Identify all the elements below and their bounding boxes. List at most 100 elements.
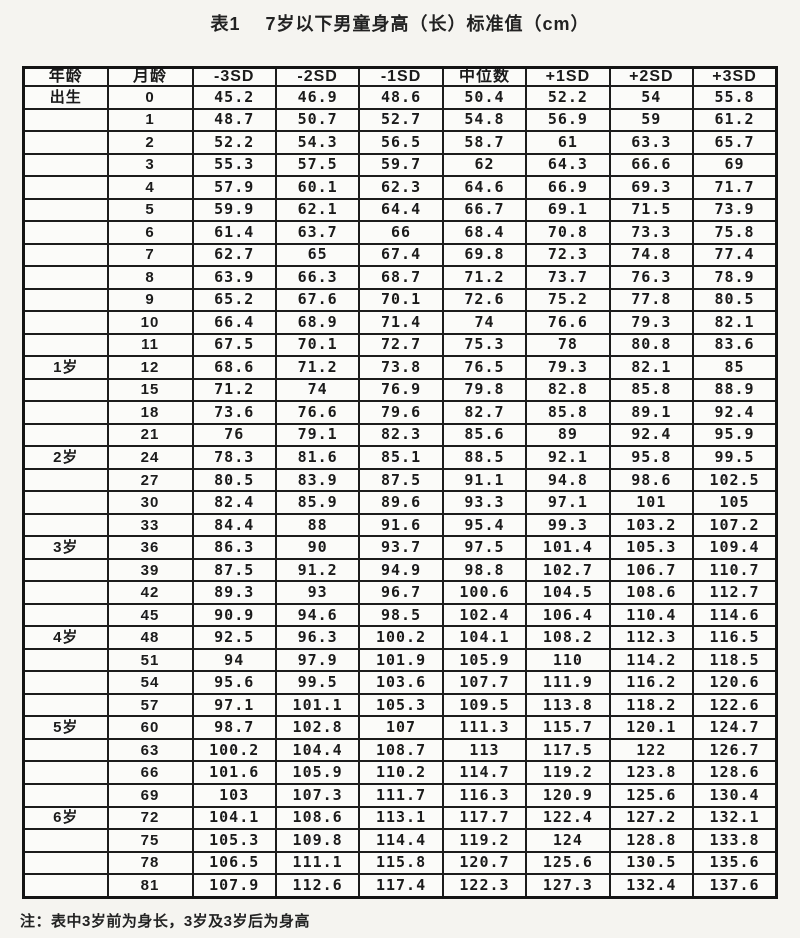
value-cell: 117.4: [358, 873, 444, 899]
value-cell: 63.7: [274, 220, 361, 245]
age-cell: [22, 310, 109, 335]
value-cell: 74: [274, 377, 361, 403]
value-cell: 106.4: [525, 602, 611, 628]
month-cell: 39: [106, 557, 194, 583]
value-cell: 97.9: [274, 647, 361, 673]
value-cell: 46.9: [274, 85, 361, 110]
value-cell: 96.3: [274, 625, 361, 650]
month-cell: 4: [106, 175, 194, 200]
value-cell: 62: [441, 152, 528, 178]
column-header: +1SD: [525, 66, 611, 87]
value-cell: 54.8: [441, 107, 528, 133]
table-row: 5 59.9 62.1 64.4 66.7 69.1 71.5 73.9: [22, 197, 778, 223]
table-row: 10 66.4 68.9 71.4 74 76.6 79.3 82.1: [22, 310, 778, 335]
value-cell: 113.1: [358, 805, 444, 830]
value-cell: 108.7: [358, 737, 444, 763]
value-cell: 76.6: [274, 400, 361, 425]
value-cell: 67.4: [358, 242, 444, 268]
value-cell: 85.8: [525, 400, 611, 425]
value-cell: 61.4: [191, 220, 277, 245]
month-cell: 9: [106, 287, 194, 313]
value-cell: 66.7: [441, 197, 528, 223]
value-cell: 112.7: [692, 580, 778, 605]
table-row: 6 61.4 63.7 66 68.4 70.8 73.3 75.8: [22, 220, 778, 245]
table-row: 出生 0 45.2 46.9 48.6 50.4 52.2 54 55.8: [22, 85, 778, 110]
value-cell: 105: [692, 490, 778, 515]
value-cell: 82.1: [608, 355, 695, 380]
month-cell: 78: [106, 850, 194, 876]
value-cell: 66.4: [191, 310, 277, 335]
value-cell: 92.4: [608, 422, 695, 448]
age-cell: [22, 400, 109, 425]
month-cell: 18: [106, 400, 194, 425]
value-cell: 57.5: [274, 152, 361, 178]
value-cell: 60.1: [274, 175, 361, 200]
value-cell: 111.1: [274, 850, 361, 876]
value-cell: 82.7: [441, 400, 528, 425]
age-cell: [22, 783, 109, 808]
value-cell: 109.5: [441, 692, 528, 718]
value-cell: 79.6: [358, 400, 444, 425]
value-cell: 89.3: [191, 580, 277, 605]
value-cell: 98.5: [358, 602, 444, 628]
table-row: 9 65.2 67.6 70.1 72.6 75.2 77.8 80.5: [22, 287, 778, 313]
value-cell: 128.8: [608, 828, 695, 853]
value-cell: 104.1: [441, 625, 528, 650]
age-cell: [22, 557, 109, 583]
value-cell: 70.1: [274, 332, 361, 358]
value-cell: 83.6: [692, 332, 778, 358]
value-cell: 107.2: [692, 512, 778, 538]
value-cell: 114.7: [441, 760, 528, 785]
page-title: 表1 7岁以下男童身高（长）标准值（cm）: [210, 14, 590, 34]
value-cell: 137.6: [692, 873, 778, 899]
table-row: 39 87.5 91.2 94.9 98.8 102.7 106.7 110.7: [22, 557, 778, 583]
age-cell: [22, 377, 109, 403]
value-cell: 114.2: [608, 647, 695, 673]
value-cell: 88.5: [441, 445, 528, 470]
value-cell: 72.6: [441, 287, 528, 313]
column-header: 中位数: [441, 66, 528, 87]
value-cell: 87.5: [358, 467, 444, 493]
value-cell: 113: [441, 737, 528, 763]
value-cell: 80.8: [608, 332, 695, 358]
age-cell: [22, 873, 109, 899]
value-cell: 101: [608, 490, 695, 515]
value-cell: 122: [608, 737, 695, 763]
value-cell: 113.8: [525, 692, 611, 718]
value-cell: 82.8: [525, 377, 611, 403]
value-cell: 87.5: [191, 557, 277, 583]
value-cell: 88.9: [692, 377, 778, 403]
value-cell: 100.6: [441, 580, 528, 605]
value-cell: 101.9: [358, 647, 444, 673]
age-cell: [22, 197, 109, 223]
value-cell: 101.6: [191, 760, 277, 785]
age-cell: [22, 467, 109, 493]
month-cell: 33: [106, 512, 194, 538]
table-row: 54 95.6 99.5 103.6 107.7 111.9 116.2 120.6: [22, 670, 778, 695]
value-cell: 127.3: [525, 873, 611, 899]
value-cell: 118.5: [692, 647, 778, 673]
age-cell: 出生: [22, 85, 109, 110]
value-cell: 63.9: [191, 265, 277, 290]
month-cell: 5: [106, 197, 194, 223]
month-cell: 3: [106, 152, 194, 178]
table-row: 2 52.2 54.3 56.5 58.7 61 63.3 65.7: [22, 130, 778, 155]
table-row: 4 57.9 60.1 62.3 64.6 66.9 69.3 71.7: [22, 175, 778, 200]
value-cell: 61.2: [692, 107, 778, 133]
value-cell: 77.8: [608, 287, 695, 313]
value-cell: 117.7: [441, 805, 528, 830]
table-row: 27 80.5 83.9 87.5 91.1 94.8 98.6 102.5: [22, 467, 778, 493]
value-cell: 54.3: [274, 130, 361, 155]
value-cell: 73.7: [525, 265, 611, 290]
value-cell: 110: [525, 647, 611, 673]
age-cell: [22, 130, 109, 155]
value-cell: 83.9: [274, 467, 361, 493]
age-cell: [22, 242, 109, 268]
month-cell: 8: [106, 265, 194, 290]
value-cell: 110.2: [358, 760, 444, 785]
value-cell: 48.6: [358, 85, 444, 110]
value-cell: 85.8: [608, 377, 695, 403]
age-cell: [22, 287, 109, 313]
month-cell: 0: [106, 85, 194, 110]
age-cell: 3岁: [22, 535, 109, 560]
